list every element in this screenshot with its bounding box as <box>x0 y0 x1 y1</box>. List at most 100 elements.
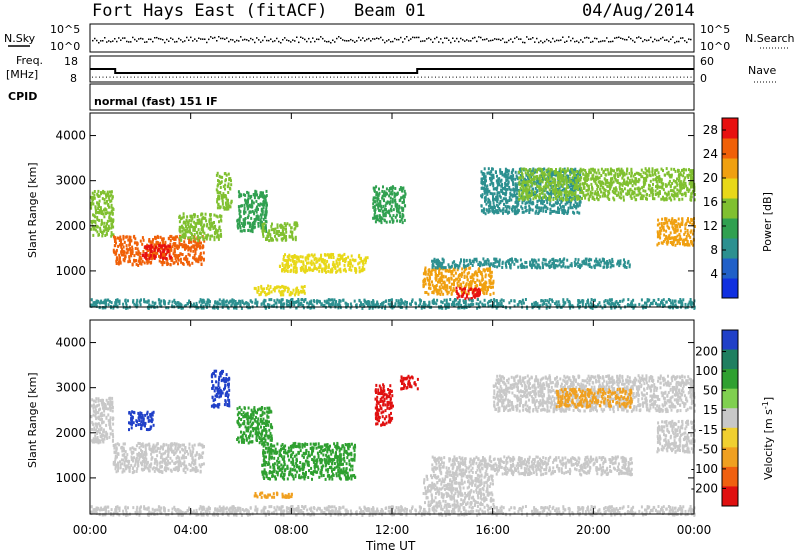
scatter-cell <box>609 171 612 175</box>
scatter-cell <box>690 171 693 175</box>
nsky-point <box>384 41 386 44</box>
scatter-cell <box>600 190 603 194</box>
scatter-cell <box>665 192 668 196</box>
scatter-cell <box>481 177 484 181</box>
scatter-cell <box>544 188 547 192</box>
scatter-cell <box>187 261 190 265</box>
scatter-cell <box>552 180 555 184</box>
scatter-cell <box>504 175 507 179</box>
scatter-cell <box>220 214 223 218</box>
scatter-cell <box>252 225 255 229</box>
scatter-cell <box>509 188 512 192</box>
scatter-cell <box>112 218 115 222</box>
scatter-cell <box>247 197 250 201</box>
scatter-cell <box>505 265 508 269</box>
scatter-cell <box>264 224 267 228</box>
scatter-cell <box>470 297 473 300</box>
scatter-cell <box>492 208 494 212</box>
scatter-cell <box>429 272 432 275</box>
nsky-point <box>462 39 464 41</box>
scatter-cell <box>127 248 130 252</box>
scatter-cell <box>692 176 694 180</box>
scatter-cell <box>115 262 118 265</box>
scatter-cell <box>463 258 465 262</box>
scatter-cell <box>103 215 106 219</box>
scatter-cell <box>293 260 296 263</box>
nsky-point <box>124 37 126 39</box>
scatter-cell <box>131 252 134 255</box>
scatter-cell <box>489 293 492 297</box>
scatter-cell <box>363 267 366 271</box>
nsky-point <box>526 36 528 38</box>
scatter-cell <box>524 171 527 175</box>
nsky-point <box>568 36 570 38</box>
scatter-cell <box>200 218 203 222</box>
scatter-cell <box>585 189 588 193</box>
scatter-cell <box>263 194 266 198</box>
scatter-cell <box>680 173 683 177</box>
scatter-cell <box>622 195 625 199</box>
scatter-cell <box>448 269 451 273</box>
scatter-cell <box>388 201 391 205</box>
scatter-cell <box>612 264 615 268</box>
scatter-cell <box>229 187 232 191</box>
scatter-cell <box>225 207 228 211</box>
scatter-cell <box>529 180 532 184</box>
scatter-cell <box>215 214 218 218</box>
nsky-point <box>520 38 522 40</box>
scatter-cell <box>527 171 529 175</box>
scatter-cell <box>493 192 496 196</box>
scatter-cell <box>673 221 676 225</box>
scatter-cell <box>566 258 569 262</box>
nsky-point <box>382 39 384 41</box>
scatter-cell <box>216 230 219 234</box>
scatter-cell <box>491 281 494 285</box>
scatter-cell <box>607 171 610 175</box>
scatter-cell <box>593 264 596 268</box>
nsky-point <box>498 38 500 41</box>
nsky-point <box>668 40 670 43</box>
scatter-cell <box>428 278 431 282</box>
scatter-cell <box>155 245 157 249</box>
scatter-cell <box>494 187 497 191</box>
scatter-cell <box>495 171 497 174</box>
scatter-cell <box>283 302 285 306</box>
scatter-cell <box>627 259 630 263</box>
scatter-cell <box>586 175 589 179</box>
scatter-cell <box>434 276 437 280</box>
scatter-cell <box>652 197 654 201</box>
scatter-cell <box>594 190 597 194</box>
scatter-cell <box>242 193 245 197</box>
scatter-cell <box>95 224 98 228</box>
scatter-cell <box>627 183 629 187</box>
scatter-cell <box>458 294 461 298</box>
scatter-cell <box>336 264 339 268</box>
scatter-cell <box>618 264 621 268</box>
scatter-cell <box>668 218 671 222</box>
scatter-cell <box>301 265 303 269</box>
scatter-cell <box>378 191 381 195</box>
scatter-cell <box>191 217 194 221</box>
nsky-point <box>244 38 246 41</box>
scatter-cell <box>666 172 669 176</box>
scatter-cell <box>561 185 564 188</box>
scatter-cell <box>401 221 404 225</box>
scatter-cell <box>185 255 188 259</box>
scatter-cell <box>422 285 425 289</box>
scatter-cell <box>513 262 516 266</box>
beam-title: Beam 01 <box>354 1 426 21</box>
nsky-point <box>560 39 562 41</box>
scatter-cell <box>522 210 525 214</box>
scatter-cell <box>174 235 177 239</box>
scatter-cell <box>285 230 288 234</box>
scatter-cell <box>461 306 463 310</box>
scatter-cell <box>528 211 531 214</box>
scatter-cell <box>601 194 604 198</box>
scatter-cell <box>565 190 568 194</box>
scatter-cell <box>581 182 584 186</box>
scatter-cell <box>614 191 617 195</box>
scatter-cell <box>110 231 113 235</box>
scatter-cell <box>202 229 205 233</box>
scatter-cell <box>302 269 305 273</box>
scatter-cell <box>154 236 157 240</box>
